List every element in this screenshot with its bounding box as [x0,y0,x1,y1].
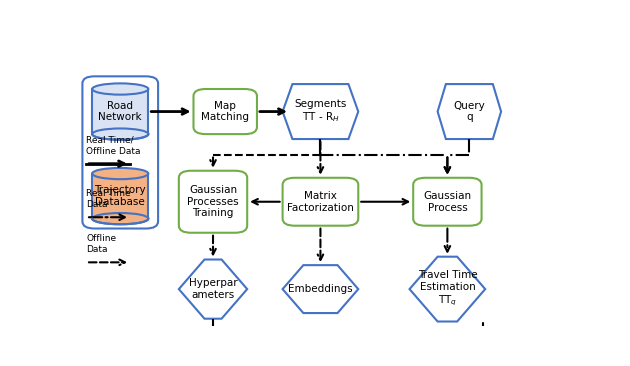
Polygon shape [179,259,247,319]
Text: Travel Time
Estimation
TT$_q$: Travel Time Estimation TT$_q$ [418,270,477,308]
Text: Data: Data [86,245,108,254]
Text: Query
q: Query q [454,101,485,122]
FancyBboxPatch shape [193,89,257,134]
Text: Embeddings: Embeddings [288,284,353,294]
FancyBboxPatch shape [179,171,247,233]
Text: Map
Matching: Map Matching [201,101,249,122]
Ellipse shape [92,213,148,224]
Ellipse shape [92,168,148,179]
Ellipse shape [92,128,148,140]
Ellipse shape [92,83,148,95]
Text: Data: Data [86,200,108,209]
Text: Hyperpar
ameters: Hyperpar ameters [189,278,238,300]
Bar [92,89,148,134]
Text: Real Time: Real Time [86,189,130,198]
FancyBboxPatch shape [413,178,481,226]
Text: Trajectory
Database: Trajectory Database [94,185,146,207]
Text: Offline Data: Offline Data [86,146,140,156]
Text: Segments
TT - R$_H$: Segments TT - R$_H$ [294,99,347,124]
Polygon shape [283,265,358,313]
Text: Road
Network: Road Network [98,101,142,122]
Text: Gaussian
Processes
Training: Gaussian Processes Training [187,185,239,219]
Text: Offline: Offline [86,234,116,243]
Polygon shape [410,257,485,321]
FancyBboxPatch shape [283,178,358,226]
Polygon shape [283,84,358,139]
Bar [92,173,148,219]
Polygon shape [438,84,501,139]
Text: Real Time/: Real Time/ [86,135,134,144]
Text: Gaussian
Process: Gaussian Process [423,191,471,213]
Text: Matrix
Factorization: Matrix Factorization [287,191,354,213]
